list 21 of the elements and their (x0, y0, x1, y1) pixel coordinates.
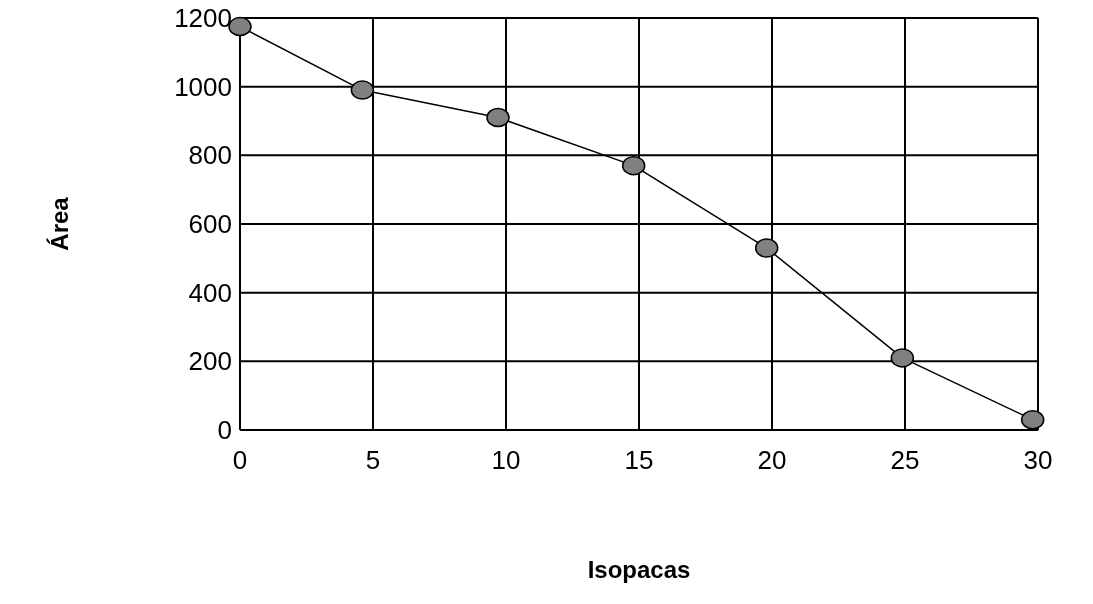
point (890, 348, 915, 368)
x-tick-label: 15 (624, 445, 654, 476)
x-tick-label: 10 (491, 445, 521, 476)
y-tick-label: 1000 (174, 71, 232, 102)
point (350, 80, 375, 100)
x-tick-label: 25 (890, 445, 920, 476)
point (486, 107, 510, 128)
y-tick-label: 800 (188, 140, 232, 171)
y-axis-title: Área (46, 196, 73, 251)
x-tick-label: 30 (1023, 445, 1053, 476)
y-tick-label: 600 (188, 209, 232, 240)
x-tick-label: 20 (757, 445, 787, 476)
point (1020, 409, 1045, 430)
point (621, 155, 646, 176)
point (754, 238, 779, 258)
y-tick-label: 1200 (174, 3, 232, 34)
x-axis-title: Isopacas (587, 556, 691, 583)
x-tick-label: 5 (365, 445, 381, 476)
y-tick-label: 0 (217, 415, 232, 446)
y-tick-label: 200 (188, 346, 232, 377)
y-tick-label: 400 (188, 277, 232, 308)
